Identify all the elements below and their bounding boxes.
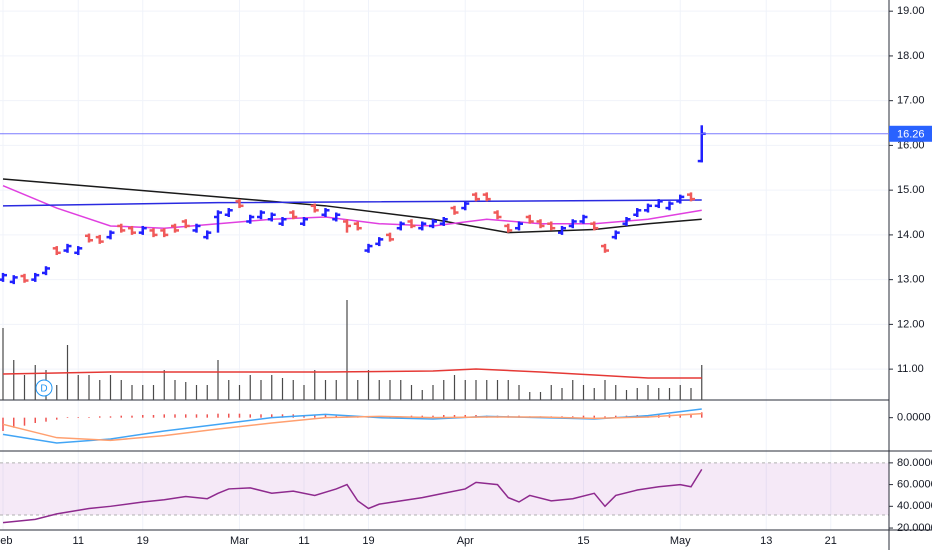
x-tick-label: 21: [825, 535, 837, 547]
volume-ma-line: [2, 368, 702, 379]
y-tick-label: 15.00: [897, 184, 925, 196]
rsi-line: [2, 468, 703, 524]
y-tick-label: 13.00: [897, 274, 925, 286]
rsi-tick-label: 60.0000: [897, 478, 932, 490]
last-price-box: [889, 125, 932, 142]
x-tick-label: 19: [137, 535, 149, 547]
dividend-marker[interactable]: D: [40, 384, 47, 395]
x-tick-label: 15: [577, 535, 589, 547]
y-tick-label: 19.00: [897, 5, 925, 17]
x-tick-label: May: [670, 535, 691, 547]
rsi-tick-label: 40.0000: [897, 500, 932, 512]
y-tick-label: 14.00: [897, 229, 925, 241]
y-tick-label: 12.00: [897, 318, 925, 330]
indicator-line: [2, 199, 702, 207]
x-tick-label: 11: [298, 535, 309, 547]
x-tick-label: 19: [362, 535, 374, 547]
x-tick-label: Apr: [457, 535, 474, 547]
last-price-label: 16.26: [897, 129, 925, 141]
dividend-icon[interactable]: [35, 379, 53, 397]
x-tick-label: Feb: [0, 535, 12, 547]
y-tick-label: 16.00: [897, 139, 925, 151]
x-tick-label: 11: [73, 535, 84, 547]
y-tick-label: 11.00: [897, 363, 924, 375]
macd-line: [2, 412, 702, 442]
rsi-tick-label: 20.0000: [897, 522, 932, 534]
rsi-tick-label: 80.0000: [897, 457, 932, 469]
grid: [0, 0, 889, 530]
rsi-band: [0, 462, 889, 516]
x-tick-label: 13: [760, 535, 772, 547]
y-tick-label: 18.00: [897, 50, 925, 62]
x-tick-label: Mar: [230, 535, 249, 547]
macd-tick-label: 0.0000: [897, 412, 931, 424]
y-tick-label: 17.00: [897, 95, 925, 107]
marks: [0, 125, 706, 524]
